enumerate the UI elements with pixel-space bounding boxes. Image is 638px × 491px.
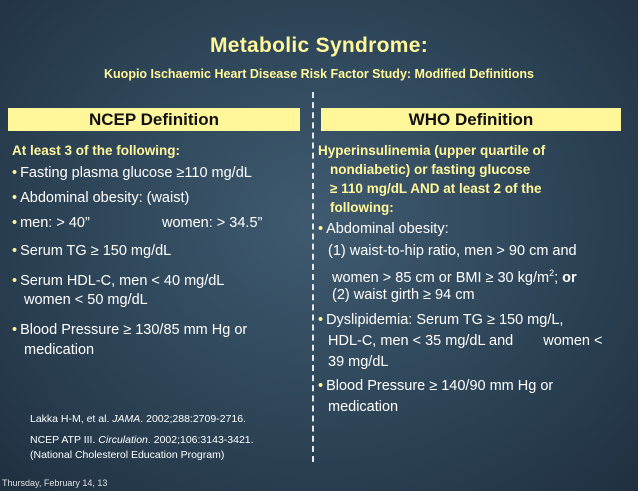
- who-dyslipidemia: • Dyslipidemia: Serum TG ≥ 150 mg/L,: [318, 312, 564, 328]
- ncep-definition-header: NCEP Definition: [8, 108, 300, 131]
- who-waist-hip-ratio-cont: women > 85 cm or BMI ≥ 30 kg/m2; or: [332, 268, 577, 286]
- reference-ncep: NCEP ATP III. Circulation. 2002;106:3143…: [30, 433, 254, 446]
- ncep-serum-hdl: • Serum HDL-C, men < 40 mg/dL: [12, 273, 225, 289]
- slide-title: Metabolic Syndrome:: [209, 34, 429, 57]
- bullet-icon: •: [318, 221, 324, 237]
- slide-date-footer: Thursday, February 14, 13: [2, 478, 108, 488]
- who-abdominal-obesity: • Abdominal obesity:: [318, 221, 449, 237]
- bullet-icon: •: [318, 378, 324, 394]
- ncep-blood-pressure: • Blood Pressure ≥ 130/85 mm Hg or: [12, 322, 248, 338]
- who-waist-hip-ratio: (1) waist-to-hip ratio, men > 90 cm and: [328, 243, 577, 259]
- column-divider: [312, 92, 314, 462]
- ncep-blood-pressure-cont: medication: [24, 342, 95, 358]
- bullet-icon: •: [12, 190, 18, 206]
- who-lead-line-4: following:: [330, 200, 394, 215]
- ncep-waist-women: women: > 34.5”: [162, 215, 263, 231]
- reference-lakka: Lakka H-M, et al. JAMA. 2002;288:2709-27…: [30, 413, 246, 425]
- who-dyslipidemia-cont: 39 mg/dL: [328, 354, 389, 370]
- bullet-icon: •: [318, 312, 324, 328]
- who-lead-line-2: nondiabetic) or fasting glucose: [330, 162, 531, 177]
- bullet-icon: •: [12, 243, 18, 259]
- who-dyslipidemia-hdl: HDL-C, men < 35 mg/dL and women <: [328, 333, 603, 349]
- bullet-icon: •: [12, 273, 18, 289]
- ncep-serum-hdl-cont: women < 50 mg/dL: [24, 292, 148, 308]
- reference-ncep-expansion: (National Cholesterol Education Program): [30, 449, 225, 461]
- ncep-lead-text: At least 3 of the following:: [12, 143, 180, 158]
- who-lead-line-1: Hyperinsulinemia (upper quartile of: [318, 143, 546, 158]
- ncep-abdominal-obesity: • Abdominal obesity: (waist): [12, 190, 190, 206]
- bullet-icon: •: [12, 165, 18, 181]
- who-waist-girth: (2) waist girth ≥ 94 cm: [332, 287, 475, 303]
- who-definition-header: WHO Definition: [321, 108, 621, 131]
- who-blood-pressure: • Blood Pressure ≥ 140/90 mm Hg or: [318, 378, 554, 394]
- slide-subtitle: Kuopio Ischaemic Heart Disease Risk Fact…: [104, 67, 534, 81]
- bullet-icon: •: [12, 322, 18, 338]
- ncep-waist-men: • men: > 40”: [12, 215, 90, 231]
- who-blood-pressure-cont: medication: [328, 399, 399, 415]
- references: Lakka H-M, et al. JAMA. 2002;288:2709-27…: [30, 412, 254, 464]
- ncep-fasting-glucose: • Fasting plasma glucose ≥110 mg/dL: [12, 165, 252, 181]
- who-lead-line-3: ≥ 110 mg/dL AND at least 2 of the: [330, 181, 542, 196]
- ncep-serum-tg: • Serum TG ≥ 150 mg/dL: [12, 243, 172, 259]
- bullet-icon: •: [12, 215, 18, 231]
